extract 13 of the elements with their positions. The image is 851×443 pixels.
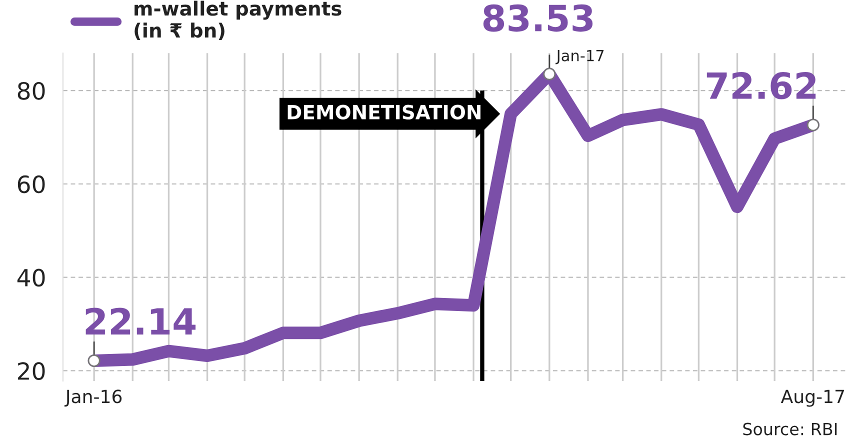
y-tick-label: 20 [18, 362, 45, 380]
x-tick-label: Jan-16 [64, 390, 122, 407]
y-tick-label: 80 [18, 82, 45, 100]
data-label: 22.14 [86, 308, 196, 335]
ref-line-label: DEMONETISATION [288, 104, 480, 120]
legend-label: m-wallet payments (in ₹ bn) [134, 0, 342, 40]
source-note: Source: RBI [743, 422, 837, 436]
annotation: Jan-17 [556, 50, 604, 64]
x-tick-label: Aug-17 [780, 390, 844, 407]
data-label: 72.62 [706, 72, 816, 100]
data-label: 83.53 [483, 4, 593, 32]
y-tick-label: 60 [18, 175, 45, 194]
y-tick-label: 40 [17, 268, 45, 287]
